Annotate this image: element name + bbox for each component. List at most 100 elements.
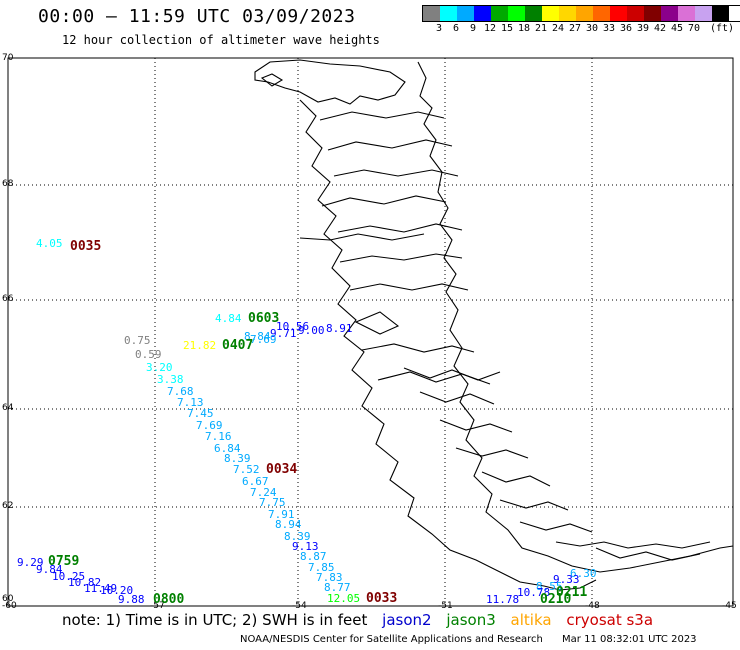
legend-swatch [525,6,542,21]
swh-observations: 4.05 0035 4.84 10.56 8.84 9.71 9.00 8.91 0603 7.6… [17,237,597,607]
legend-tick: 30 [585,23,599,34]
coastline-segment [321,195,447,207]
swh-value: 0.59 [135,348,162,361]
lon-label: -51 [438,601,453,611]
legend-tick: (ft) [709,23,735,34]
swh-value: 7.85 [308,561,335,574]
coastline-segment [339,253,463,263]
legend-swatch [576,6,593,21]
swh-value: 10.56 [276,320,309,333]
swh-value: 7.75 [259,496,286,509]
footer-credit: NOAA/NESDIS Center for Satellite Applica… [240,634,543,645]
swh-value: 10.20 [100,584,133,597]
jason3-pass-0603: 4.84 10.56 8.84 9.71 9.00 8.91 0603 [215,311,353,343]
satellite-jason3: jason3 [446,611,496,629]
lat-label: 70 [2,53,14,63]
pass-time-label: 0211 [556,585,587,600]
swh-value: 11.78 [486,593,519,606]
jason3-pass-0210: 11.78 0210 [486,592,571,607]
legend-swatch [423,6,440,21]
swh-value: 3.38 [157,373,184,386]
jason3-pass-0407: 7.69 21.82 0407 [183,333,277,353]
swh-value: 8.91 [326,322,353,335]
coastline-segment [327,139,453,151]
satellite-jason2: jason2 [382,611,432,629]
coastline-segment [349,283,469,291]
legend-swatch [695,6,712,21]
legend-tick: 42 [653,23,667,34]
map-frame [7,57,734,607]
legend-swatches [422,5,740,22]
swh-value: 9.33 [553,573,580,586]
pass-time-label: 0407 [222,338,253,353]
swh-value: 8.55 [536,580,563,593]
legend-tick: 70 [687,23,701,34]
swh-value: 4.84 [215,312,242,325]
swh-value: 9.88 [118,593,145,606]
legend-swatch [457,6,474,21]
note-text: note: 1) Time is in UTC; 2) SWH is in fe… [62,611,368,629]
footer-timestamp: Mar 11 08:32:01 UTC 2023 [562,634,697,645]
coastline-segment [333,169,459,177]
color-legend: 3 6 9 12 15 18 21 24 27 30 33 36 39 42 45 70 (ft) [422,5,740,36]
swh-value: 0.75 [124,334,151,347]
legend-swatch [491,6,508,21]
legend-tick: 9 [469,23,477,34]
legend-tick: 36 [619,23,633,34]
legend-swatch [593,6,610,21]
jason3-pass-0800: 9.88 0800 [118,592,184,607]
coastline-segment [595,547,701,561]
legend-swatch [678,6,695,21]
legend-tick: 6 [452,23,460,34]
lat-lon-grid [8,58,733,606]
coastline-segment [354,311,400,335]
swh-value: 7.69 [250,333,277,346]
coastline-segment [499,499,569,511]
coastline-segment [455,447,529,459]
swh-value: 8.87 [300,550,327,563]
coastline-segment [337,223,463,233]
page-subtitle: 12 hour collection of altimeter wave hei… [62,33,380,47]
lat-label: 62 [2,501,13,511]
swh-value: 8.94 [275,518,302,531]
lat-label: 66 [2,294,14,304]
legend-swatch [559,6,576,21]
swh-value: 7.91 [268,508,295,521]
swh-value: 7.13 [177,396,204,409]
pass-time-label: 0800 [153,592,184,607]
swh-value: 7.69 [196,419,223,432]
swh-value: 8.39 [224,452,251,465]
coastline-segment [299,233,425,241]
legend-tick: 24 [551,23,565,34]
legend-swatch [627,6,644,21]
satellite-altika: altika [510,611,552,629]
legend-tick: 27 [568,23,582,34]
swh-value: 6.84 [214,442,241,455]
coastline-segment [260,73,284,87]
swh-value: 10.25 [52,570,85,583]
legend-tick: 12 [483,23,497,34]
lon-label: -57 [150,601,165,611]
legend-swatch [474,6,491,21]
swh-value: 3.20 [146,361,173,374]
swh-value: 12.05 [327,592,360,605]
lon-label: -60 [2,601,17,611]
page-title: 00:00 – 11:59 UTC 03/09/2023 [38,6,356,27]
legend-ticks: 3 6 9 12 15 18 21 24 27 30 33 36 39 42 45 70 (ft) [422,22,740,36]
legend-tick: 45 [670,23,684,34]
swh-value: 10.78 [517,586,550,599]
swh-value: 9.71 [270,327,297,340]
lon-label: -54 [292,601,307,611]
greenland-coastline [254,59,734,591]
swh-value: 9.29 [17,556,44,569]
coastline-segment [555,541,711,549]
legend-swatch [610,6,627,21]
swh-value: 10.82 [68,576,101,589]
swh-value: 7.83 [316,571,343,584]
swh-value: 7.24 [250,486,277,499]
cryosat-pass-0035: 4.05 0035 [36,237,101,254]
legend-swatch [661,6,678,21]
coastline-segment [319,111,445,121]
coastline-segment [361,343,475,353]
